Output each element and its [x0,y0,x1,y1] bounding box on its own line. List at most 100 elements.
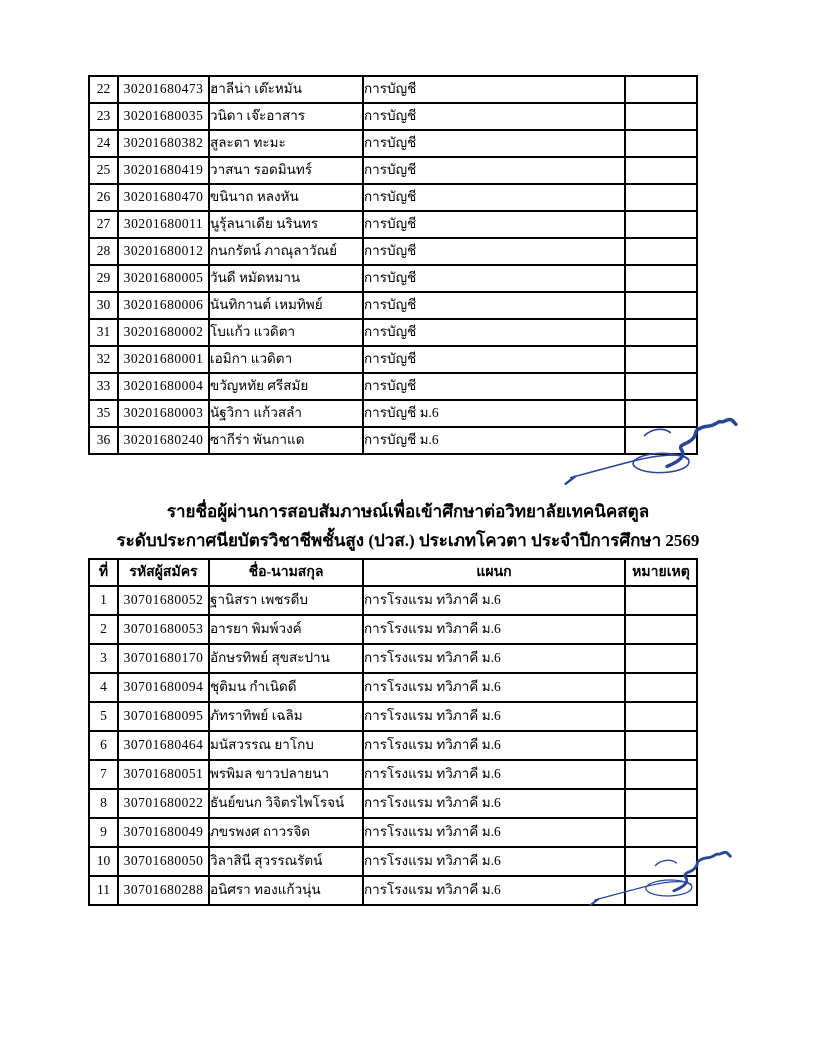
table-row: 1 30701680052 ฐานิสรา เพชรดีบ การโรงแรม ทวิ… [88,585,698,616]
cell-remark [624,846,698,877]
table-row: 7 30701680051 พรพิมล ขาวปลายนา การโรงแรม ทว… [88,759,698,790]
cell-dept: การบัญชี [362,237,626,266]
cell-no: 28 [88,237,119,266]
cell-remark [624,701,698,732]
cell-code: 30701680095 [117,701,210,732]
cell-code: 30701680170 [117,643,210,674]
cell-name: วาสนา รอดมินทร์ [208,156,364,185]
cell-name: อารยา พิมพ์วงค์ [208,614,364,645]
cell-code: 30701680464 [117,730,210,761]
cell-name: ซากีร่า พันกาแด [208,426,364,455]
cell-remark [624,156,698,185]
col-header-dept: แผนก [362,558,626,587]
cell-remark [624,672,698,703]
cell-code: 30201680003 [117,399,210,428]
table-row: 2 30701680053 อารยา พิมพ์วงค์ การโรงแรม ทวิ… [88,614,698,645]
table-row: 26 30201680470 ขนินาถ หลงหัน การบัญชี [88,183,698,212]
cell-name: ธันย์ขนก วิจิตรไพโรจน์ [208,788,364,819]
cell-no: 29 [88,264,119,293]
accounting-list-table: 22 30201680473 ฮาลีน่า เต๊ะหมัน การบัญชี 23 3… [88,75,698,455]
table-row: 36 30201680240 ซากีร่า พันกาแด การบัญชี ม.6 [88,426,698,455]
table-header-row: ที่ รหัสผู้สมัคร ชื่อ-นามสกุล แผนก หมายเ… [88,558,698,587]
table-row: 22 30201680473 ฮาลีน่า เต๊ะหมัน การบัญชี [88,75,698,104]
cell-remark [624,129,698,158]
cell-dept: การบัญชี [362,345,626,374]
cell-dept: การโรงแรม ทวิภาคี ม.6 [362,730,626,761]
cell-code: 30201680011 [117,210,210,239]
cell-name: ภขรพงศ ถาวรจิด [208,817,364,848]
cell-no: 9 [88,817,119,848]
cell-code: 30201680473 [117,75,210,104]
cell-dept: การบัญชี ม.6 [362,399,626,428]
section-title: รายชื่อผู้ผ่านการสอบสัมภาษณ์เพื่อเข้าศึก… [166,502,650,521]
cell-no: 4 [88,672,119,703]
cell-name: ขวัญหทัย ศรีสมัย [208,372,364,401]
cell-code: 30201680035 [117,102,210,131]
cell-dept: การบัญชี [362,318,626,347]
col-header-no: ที่ [88,558,119,587]
cell-name: อักษรทิพย์ สุขสะปาน [208,643,364,674]
cell-dept: การโรงแรม ทวิภาคี ม.6 [362,846,626,877]
cell-dept: การโรงแรม ทวิภาคี ม.6 [362,614,626,645]
cell-name: วิลาสินี สุวรรณรัตน์ [208,846,364,877]
table-row: 8 30701680022 ธันย์ขนก วิจิตรไพโรจน์ การโรง… [88,788,698,819]
cell-no: 22 [88,75,119,104]
cell-code: 30201680240 [117,426,210,455]
cell-dept: การโรงแรม ทวิภาคี ม.6 [362,585,626,616]
table-row: 24 30201680382 สูละตา ทะมะ การบัญชี [88,129,698,158]
cell-no: 11 [88,875,119,906]
cell-no: 24 [88,129,119,158]
table-row: 29 30201680005 วันดี หมัดหมาน การบัญชี [88,264,698,293]
hotel-list-table: ที่ รหัสผู้สมัคร ชื่อ-นามสกุล แผนก หมายเ… [88,558,698,906]
cell-no: 8 [88,788,119,819]
cell-code: 30201680012 [117,237,210,266]
cell-no: 7 [88,759,119,790]
cell-dept: การบัญชี [362,372,626,401]
cell-name: สูละตา ทะมะ [208,129,364,158]
table-row: 5 30701680095 ภัทราทิพย์ เฉลิม การโรงแรม ทว… [88,701,698,732]
cell-code: 30201680006 [117,291,210,320]
cell-remark [624,614,698,645]
cell-remark [624,183,698,212]
cell-dept: การบัญชี [362,156,626,185]
cell-no: 23 [88,102,119,131]
table-row: 11 30701680288 อนิศรา ทองแก้วนุ่น การโรงแรม… [88,875,698,906]
table-row: 10 30701680050 วิลาสินี สุวรรณรัตน์ การโรงแ… [88,846,698,877]
cell-remark [624,372,698,401]
cell-no: 33 [88,372,119,401]
cell-code: 30701680049 [117,817,210,848]
cell-code: 30201680005 [117,264,210,293]
cell-code: 30201680004 [117,372,210,401]
cell-name: ฐานิสรา เพชรดีบ [208,585,364,616]
cell-remark [624,817,698,848]
cell-code: 30201680382 [117,129,210,158]
cell-code: 30701680053 [117,614,210,645]
cell-name: ชุติมน กำเนิดดี [208,672,364,703]
cell-no: 32 [88,345,119,374]
cell-no: 1 [88,585,119,616]
cell-dept: การบัญชี [362,102,626,131]
cell-dept: การบัญชี [362,183,626,212]
table-row: 23 30201680035 วนิดา เจ๊ะอาสาร การบัญชี [88,102,698,131]
cell-dept: การบัญชี [362,75,626,104]
cell-no: 5 [88,701,119,732]
cell-code: 30701680050 [117,846,210,877]
cell-no: 30 [88,291,119,320]
cell-dept: การโรงแรม ทวิภาคี ม.6 [362,817,626,848]
table-row: 32 30201680001 เอมิกา แวดิตา การบัญชี [88,345,698,374]
cell-no: 35 [88,399,119,428]
table-row: 3 30701680170 อักษรทิพย์ สุขสะปาน การโรงแรม… [88,643,698,674]
cell-remark [624,788,698,819]
cell-dept: การโรงแรม ทวิภาคี ม.6 [362,643,626,674]
section-subtitle: ระดับประกาศนียบัตรวิชาชีพชั้นสูง (ปวส.) … [116,531,700,550]
cell-no: 3 [88,643,119,674]
cell-name: มนัสวรรณ ยาโกบ [208,730,364,761]
cell-code: 30201680002 [117,318,210,347]
cell-dept: การโรงแรม ทวิภาคี ม.6 [362,875,626,906]
cell-name: โบแก้ว แวดิตา [208,318,364,347]
table-row: 31 30201680002 โบแก้ว แวดิตา การบัญชี [88,318,698,347]
table-row: 27 30201680011 นูรุ้ลนาเดีย นรินทร การบัญชี [88,210,698,239]
cell-remark [624,426,698,455]
cell-remark [624,210,698,239]
